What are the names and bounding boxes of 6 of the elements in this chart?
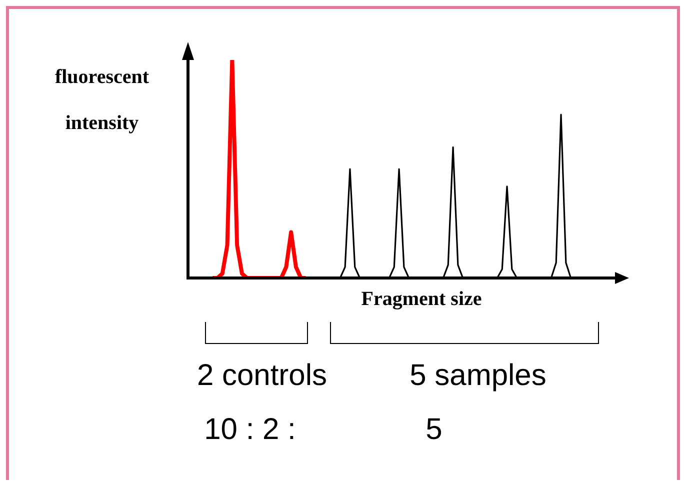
text: fluorescent intensity [54, 66, 150, 134]
text: 2 controls [196, 359, 328, 392]
text: 5 samples [408, 358, 548, 394]
x-axis-title: Fragment size [361, 288, 482, 310]
text: 10 : 2 : [203, 412, 297, 448]
text: 5 [426, 413, 442, 446]
